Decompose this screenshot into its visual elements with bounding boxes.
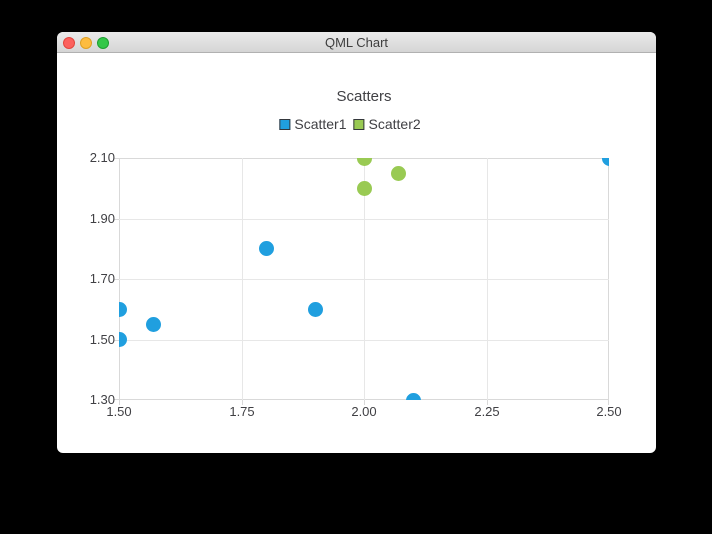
x-axis-tick (242, 400, 243, 405)
gridline-horizontal (119, 218, 609, 220)
y-axis-tick (114, 279, 119, 280)
close-button[interactable] (63, 36, 75, 49)
legend-label: Scatter2 (368, 116, 421, 132)
scatter-point-scatter1 (307, 301, 323, 317)
y-axis-label: 1.30 (89, 392, 115, 407)
window-title: QML Chart (324, 35, 389, 50)
x-axis-tick (487, 400, 488, 405)
minimize-button[interactable] (80, 36, 92, 49)
window-titlebar[interactable]: QML Chart (57, 32, 656, 53)
scatter-point-scatter1 (601, 158, 609, 166)
chart-title: Scatters (336, 88, 392, 105)
scatter-point-scatter1 (119, 301, 127, 317)
x-axis-label: 2.25 (474, 404, 500, 419)
scatter-point-scatter2 (390, 165, 406, 181)
scatter-point-scatter1 (258, 241, 274, 257)
zoom-button[interactable] (97, 36, 109, 49)
scatter-point-scatter2 (356, 180, 372, 196)
y-axis-label: 1.70 (89, 271, 115, 286)
y-axis-label: 1.50 (89, 332, 115, 347)
x-axis-label: 1.75 (229, 404, 255, 419)
app-window: QML Chart Scatters Scatter1 Scatter2 1.50… (57, 32, 656, 453)
x-axis-tick (608, 400, 609, 405)
x-axis-label: 1.50 (106, 404, 132, 419)
gridline-horizontal (119, 339, 609, 341)
y-axis-label: 1.90 (89, 211, 115, 226)
x-axis-label: 2.50 (596, 404, 622, 419)
scatter-point-scatter1 (145, 316, 161, 332)
gridline-horizontal (119, 278, 609, 280)
y-axis-label: 2.10 (89, 150, 115, 165)
scatter-point-scatter1 (405, 392, 421, 400)
plot-area (119, 158, 609, 400)
legend-marker-icon (279, 118, 291, 130)
scatter-point-scatter1 (119, 332, 127, 347)
legend-item-scatter2[interactable]: Scatter2 (353, 116, 421, 132)
x-axis-tick (119, 400, 120, 405)
scatter-point-scatter2 (356, 158, 372, 166)
x-axis-label: 2.00 (351, 404, 377, 419)
chart-legend: Scatter1 Scatter2 (279, 115, 421, 133)
legend-item-scatter1[interactable]: Scatter1 (279, 116, 347, 132)
y-axis-tick (114, 158, 119, 159)
window-controls (63, 36, 109, 49)
legend-marker-icon (353, 118, 365, 130)
y-axis-tick (114, 399, 119, 400)
y-axis-tick (114, 340, 119, 341)
x-axis-tick (364, 400, 365, 405)
y-axis-tick (114, 219, 119, 220)
legend-label: Scatter1 (294, 116, 347, 132)
